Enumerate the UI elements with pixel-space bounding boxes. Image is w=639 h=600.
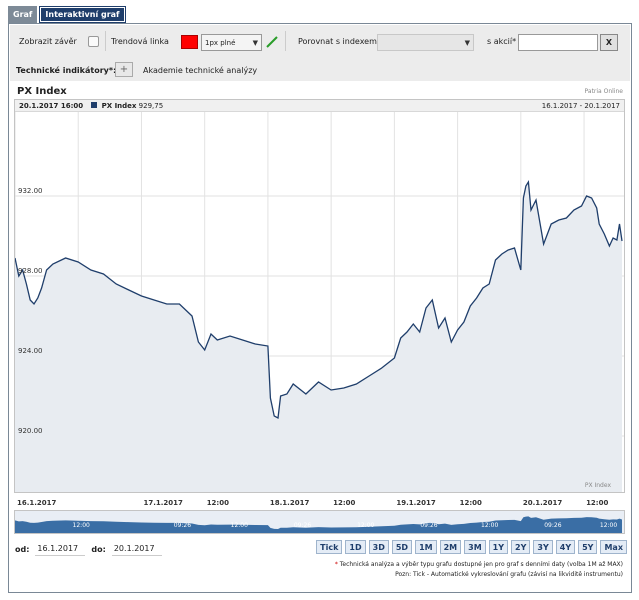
x-axis-labels: 16.1.2017 17.1.2017 12:00 18.1.2017 12:00 19.… xyxy=(17,499,608,507)
period-button-5y[interactable]: 5Y xyxy=(578,540,598,554)
trendline-label: Trendová linka xyxy=(111,37,169,46)
x-tick-label: 18.1.2017 xyxy=(270,499,310,507)
academy-link[interactable]: Akademie technické analýzy xyxy=(143,66,258,75)
compare-stock-label: s akcií* xyxy=(487,37,517,46)
navigator-plot: 12:00 09:26 12:00 09:26 12:00 09:26 12:00 09:26… xyxy=(15,516,622,533)
navigator-area xyxy=(15,516,622,533)
x-tick-label: 17.1.2017 xyxy=(143,499,183,507)
price-plot: 920.00 924.00 928.00 932.00 PX Index xyxy=(15,112,624,492)
tab-bar: Graf Interaktivní graf xyxy=(8,6,126,23)
x-tick-label: 20.1.2017 xyxy=(523,499,563,507)
chart-toolbar: Zobrazit závěr Trendová linka 1px plné ▼… xyxy=(10,25,630,81)
y-tick-label: 928.00 xyxy=(18,267,43,275)
period-button-3y[interactable]: 3Y xyxy=(533,540,553,554)
info-date-range: 16.1.2017 - 20.1.2017 xyxy=(541,101,620,110)
period-buttons: Tick 1D 3D 5D 1M 2M 3M 1Y 2Y 3Y 4Y 5Y Max xyxy=(316,540,627,554)
period-button-3m[interactable]: 3M xyxy=(464,540,486,554)
x-tick-label: 12:00 xyxy=(586,499,608,507)
to-date-input[interactable]: 20.1.2017 xyxy=(111,542,162,556)
clear-compare-button[interactable]: X xyxy=(600,34,618,51)
source-label: Patria Online xyxy=(584,88,623,95)
date-range-inputs: od: 16.1.2017 do: 20.1.2017 xyxy=(15,542,162,556)
x-tick-label: 19.1.2017 xyxy=(396,499,436,507)
navigator-label: 09:26 xyxy=(294,522,311,529)
x-axis: 16.1.2017 17.1.2017 12:00 18.1.2017 12:00 19.… xyxy=(9,494,625,508)
watermark-label: PX Index xyxy=(585,482,612,489)
period-button-2y[interactable]: 2Y xyxy=(511,540,531,554)
navigator-label: 12:00 xyxy=(481,522,498,529)
y-tick-label: 924.00 xyxy=(18,347,43,355)
footnote-marker: * xyxy=(334,561,338,568)
x-tick-label: 16.1.2017 xyxy=(17,499,57,507)
from-label: od: xyxy=(15,544,30,554)
tab-graf[interactable]: Graf xyxy=(8,6,38,23)
period-button-max[interactable]: Max xyxy=(600,540,627,554)
price-line xyxy=(15,180,623,420)
line-style-select[interactable]: 1px plné ▼ xyxy=(201,34,262,51)
footnotes: * Technická analýza a výběr typu grafu d… xyxy=(335,560,623,580)
chart-area[interactable]: 20.1.2017 16:00 PX Index 929,75 16.1.201… xyxy=(14,99,625,493)
from-date-input[interactable]: 16.1.2017 xyxy=(35,542,86,556)
period-button-2m[interactable]: 2M xyxy=(439,540,462,554)
navigator-label: 12:00 xyxy=(600,522,617,529)
y-tick-label: 932.00 xyxy=(18,187,43,195)
x-tick-label: 12:00 xyxy=(207,499,229,507)
info-series-name: PX Index xyxy=(101,101,137,110)
period-button-1d[interactable]: 1D xyxy=(345,540,366,554)
period-button-1y[interactable]: 1Y xyxy=(488,540,509,554)
chevron-down-icon: ▼ xyxy=(252,38,258,47)
period-button-5d[interactable]: 5D xyxy=(391,540,413,554)
toolbar-row-indicators: Technické indikátory*: + Akademie techni… xyxy=(10,57,630,79)
toolbar-divider xyxy=(285,31,286,51)
tab-interactive-graf[interactable]: Interaktivní graf xyxy=(39,6,126,23)
compare-stock-input[interactable] xyxy=(518,34,598,51)
period-button-4y[interactable]: 4Y xyxy=(555,540,576,554)
toolbar-divider xyxy=(105,31,106,51)
show-close-label: Zobrazit závěr xyxy=(19,37,77,46)
chart-panel: Zobrazit závěr Trendová linka 1px plné ▼… xyxy=(8,23,632,593)
line-style-value: 1px plné xyxy=(205,38,236,47)
navigator-label: 09:26 xyxy=(174,522,191,529)
navigator-label: 09:26 xyxy=(544,522,561,529)
x-tick-label: 12:00 xyxy=(460,499,482,507)
add-indicator-button[interactable]: + xyxy=(115,62,133,77)
y-tick-label: 920.00 xyxy=(18,427,43,435)
footnote-tick: Pozn: Tick - Automatické vykreslování gr… xyxy=(395,571,623,578)
price-area-fill xyxy=(15,182,622,492)
period-button-3d[interactable]: 3D xyxy=(368,540,389,554)
footnote-analysis: * Technická analýza a výběr typu grafu d… xyxy=(335,560,623,570)
period-button-tick[interactable]: Tick xyxy=(316,540,343,554)
info-left: 20.1.2017 16:00 PX Index 929,75 xyxy=(19,101,164,110)
navigator-label: 12:00 xyxy=(357,522,374,529)
toolbar-row-main: Zobrazit závěr Trendová linka 1px plné ▼… xyxy=(10,31,630,55)
info-series-value: 929,75 xyxy=(138,101,164,110)
compare-index-select[interactable]: ▼ xyxy=(377,34,474,51)
compare-index-label: Porovnat s indexem* xyxy=(298,37,381,46)
chevron-down-icon: ▼ xyxy=(464,38,470,47)
trendline-color-picker[interactable] xyxy=(181,35,198,49)
navigator-label: 09:26 xyxy=(420,522,437,529)
chart-info-bar: 20.1.2017 16:00 PX Index 929,75 16.1.201… xyxy=(15,100,624,112)
navigator-label: 12:00 xyxy=(73,522,90,529)
show-close-checkbox[interactable] xyxy=(88,36,99,47)
indicators-label: Technické indikátory*: xyxy=(16,66,117,75)
range-navigator[interactable]: 12:00 09:26 12:00 09:26 12:00 09:26 12:00 09:26… xyxy=(14,510,625,534)
footnote-analysis-text: Technická analýza a výběr typu grafu dos… xyxy=(339,561,623,568)
info-timestamp: 20.1.2017 16:00 xyxy=(19,101,84,110)
x-tick-label: 12:00 xyxy=(333,499,355,507)
navigator-label: 12:00 xyxy=(231,522,248,529)
draw-line-icon[interactable] xyxy=(265,35,279,49)
series-color-marker xyxy=(91,101,98,108)
chart-title: PX Index xyxy=(17,86,67,97)
y-axis-ticks: 920.00 924.00 928.00 932.00 xyxy=(18,187,43,435)
to-label: do: xyxy=(91,544,106,554)
period-button-1m[interactable]: 1M xyxy=(415,540,437,554)
